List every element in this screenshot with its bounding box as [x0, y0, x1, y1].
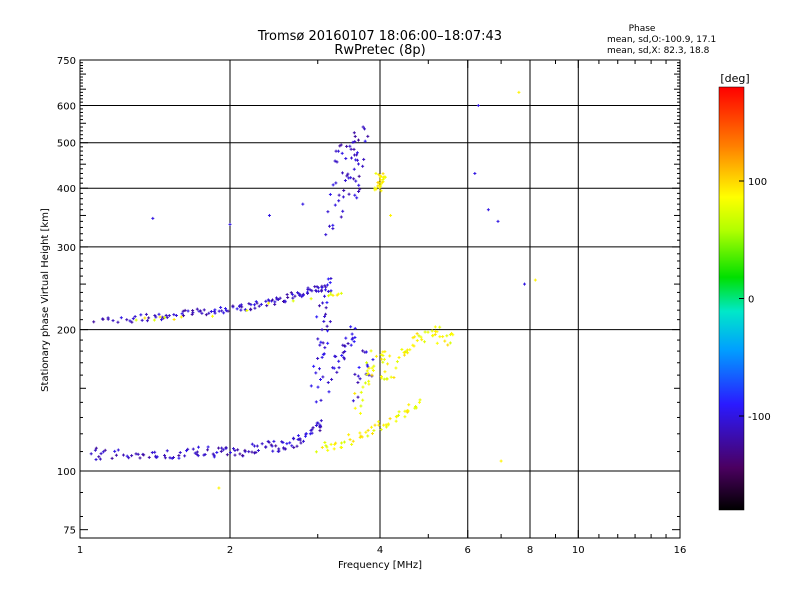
- y-tick-label: 600: [57, 102, 76, 113]
- x-tick-label: 2: [227, 545, 233, 556]
- y-tick-label: 200: [57, 326, 76, 337]
- colorbar-tick-label: 100: [748, 177, 767, 188]
- x-tick-label: 1: [77, 545, 83, 556]
- plot-frame: [79, 59, 681, 539]
- y-axis-label: Stationary phase Virtual Height [km]: [40, 208, 51, 392]
- colorbar-tick-label: -100: [748, 412, 771, 423]
- echo-points: [89, 90, 537, 490]
- chart-subtitle: RwPretec (8p): [334, 43, 425, 58]
- x-tick-label: 6: [465, 545, 471, 556]
- colorbar-tick-label: 0: [748, 295, 754, 306]
- phase-stats-o: mean, sd,O:-100.9, 17.1: [607, 35, 716, 45]
- y-tick-label: 75: [63, 526, 76, 537]
- axis-ticks: 1 2 4 6 8 10 16 75 100 200 300 400 500 600 750: [57, 56, 686, 556]
- colorbar: [718, 86, 745, 511]
- y-tick-label: 750: [57, 56, 76, 67]
- y-tick-label: 500: [57, 139, 76, 150]
- y-tick-label: 100: [57, 467, 76, 478]
- x-axis-label: Frequency [MHz]: [338, 560, 422, 571]
- colorbar-label: [deg]: [720, 72, 749, 85]
- x-tick-label: 16: [674, 545, 687, 556]
- y-tick-label: 300: [57, 243, 76, 254]
- x-tick-label: 4: [377, 545, 383, 556]
- phase-stats-x: mean, sd,X: 82.3, 18.8: [607, 46, 710, 56]
- phase-heading: Phase: [629, 24, 656, 34]
- colorbar-ticks: 100 0 -100: [739, 177, 771, 423]
- x-tick-label: 10: [572, 545, 585, 556]
- x-tick-label: 8: [527, 545, 533, 556]
- y-tick-label: 400: [57, 184, 76, 195]
- grid-lines: [80, 60, 680, 538]
- chart-title: Tromsø 20160107 18:06:00–18:07:43: [257, 29, 502, 44]
